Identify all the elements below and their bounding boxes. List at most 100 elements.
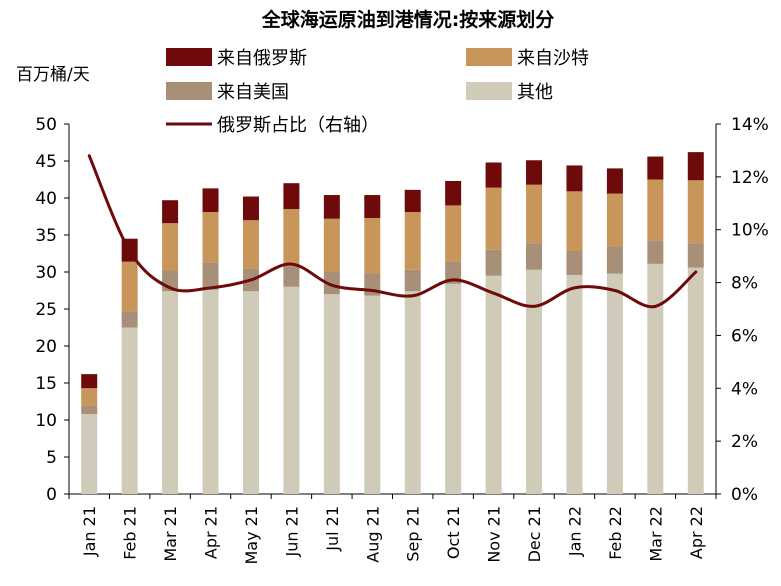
x-tick-label: Apr 21 [202,506,221,559]
bar-segment [486,188,502,250]
y-axis-label: 百万桶/天 [16,65,90,85]
line-layer [89,156,696,307]
bars-layer [81,152,704,494]
bar-segment [122,311,138,327]
bar-segment [526,185,542,243]
x-tick-label: Apr 22 [687,506,706,559]
bar-segment [526,243,542,270]
bar-segment [283,266,299,287]
x-tick-label: Mar 22 [646,506,665,562]
y-tick-label-left: 0 [46,485,57,505]
bar-segment [203,212,219,262]
line-series-russia-share [89,156,696,307]
bar-segment [607,273,623,494]
bar-segment [405,291,421,494]
bar-segment [203,290,219,494]
bar-segment [566,251,582,275]
legend-swatch [466,82,512,100]
bar-segment [283,183,299,209]
bar-segment [81,374,97,388]
bar-segment [566,191,582,250]
y-tick-label-right: 14% [731,115,769,135]
bar-segment [364,218,380,273]
bar-segment [566,275,582,494]
x-tick-label: Feb 21 [121,506,140,560]
bar-segment [445,181,461,205]
bar-segment [122,262,138,312]
bar-segment [203,262,219,289]
bar-segment [607,194,623,247]
bar-segment [688,268,704,494]
legend-swatch [466,48,512,66]
y-tick-label-left: 10 [35,411,57,431]
x-tick-label: Feb 22 [606,506,625,560]
bar-segment [81,388,97,406]
bar-segment [243,220,259,268]
bar-segment [364,195,380,218]
legend-label: 来自沙特 [517,48,589,69]
bar-segment [324,195,340,219]
bar-segment [486,276,502,494]
bar-segment [162,291,178,494]
bar-segment [647,180,663,241]
y-tick-label-left: 50 [35,115,57,135]
y-tick-label-right: 2% [731,432,758,452]
legend-label: 俄罗斯占比（右轴） [217,115,379,136]
x-tick-label: Sep 21 [404,506,423,562]
y-tick-label-left: 40 [35,189,57,209]
bar-segment [486,250,502,276]
bar-segment [405,190,421,212]
x-tick-label: Mar 21 [161,506,180,562]
bar-segment [283,209,299,266]
bar-segment [364,296,380,494]
bar-segment [688,152,704,180]
chart-title: 全球海运原油到港情况:按来源划分 [261,8,555,31]
bar-segment [445,284,461,494]
y-tick-label-right: 10% [731,221,769,241]
legend-swatch [166,82,212,100]
y-tick-label-right: 0% [731,485,758,505]
bar-segment [324,294,340,494]
bar-segment [122,328,138,495]
x-tick-label: Aug 21 [363,506,382,563]
y-tick-label-left: 35 [35,226,57,246]
y-tick-label-right: 8% [731,274,758,294]
x-tick-label: May 21 [242,506,261,565]
legend: 来自俄罗斯来自沙特来自美国其他俄罗斯占比（右轴） [166,48,589,136]
bar-segment [243,291,259,494]
bar-segment [526,270,542,494]
y-tick-label-left: 5 [46,448,57,468]
bar-segment [566,165,582,191]
bar-segment [243,197,259,221]
bar-segment [486,162,502,187]
y-tick-label-left: 30 [35,263,57,283]
y-tick-label-right: 4% [731,379,758,399]
y-tick-label-right: 6% [731,326,758,346]
legend-swatch [166,48,212,66]
bar-segment [445,205,461,261]
x-tick-label: Jul 21 [323,506,342,552]
bar-segment [526,160,542,184]
x-tick-label: Jan 22 [565,506,584,557]
y-tick-label-left: 20 [35,337,57,357]
bar-segment [162,200,178,223]
y-tick-label-left: 15 [35,374,57,394]
bar-segment [647,240,663,264]
x-tick-label: Jan 21 [80,506,99,557]
y-tick-label-left: 45 [35,152,57,172]
bar-segment [283,287,299,494]
bar-segment [688,243,704,267]
bar-segment [647,157,663,180]
bar-segment [81,406,97,414]
x-tick-label: Jun 21 [282,506,301,557]
bar-segment [324,219,340,272]
bar-segment [405,270,421,291]
y-tick-label-right: 12% [731,168,769,188]
y-tick-label-left: 25 [35,300,57,320]
bar-segment [647,264,663,494]
x-tick-label: Nov 21 [485,506,504,563]
bar-segment [405,212,421,270]
legend-label: 来自俄罗斯 [217,48,307,69]
